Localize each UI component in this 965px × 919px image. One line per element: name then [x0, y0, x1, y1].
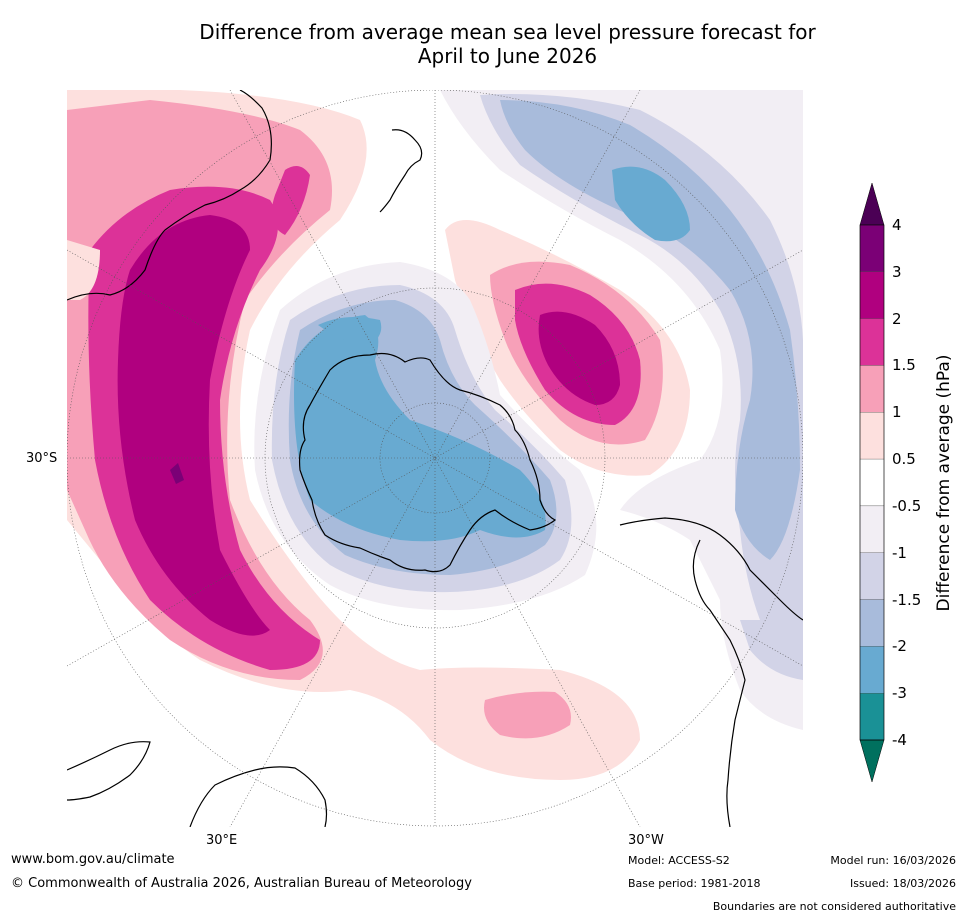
graticule	[67, 90, 803, 827]
colorbar-bin	[859, 505, 885, 553]
footer-base-period: Base period: 1981-2018	[628, 877, 761, 890]
footer-model: Model: ACCESS-S2	[628, 854, 730, 867]
colorbar-tick-label: -1	[892, 543, 907, 562]
colorbar-tick-label: 1.5	[892, 356, 916, 375]
colorbar-label: Difference from average (hPa)	[934, 354, 954, 612]
colorbar-overflow-high	[859, 182, 885, 226]
colorbar-bin	[859, 412, 885, 460]
colorbar-bin	[859, 646, 885, 694]
positive-anomaly-indian-ocean	[67, 90, 640, 780]
colorbar-tick-label: 2	[892, 309, 902, 328]
colorbar-bin	[859, 271, 885, 319]
longitude-label-30w: 30°W	[628, 833, 664, 848]
negative-anomaly-antarctica	[254, 262, 597, 611]
colorbar-tick-label: 0.5	[892, 450, 916, 469]
footer-disclaimer: Boundaries are not considered authoritat…	[712, 900, 956, 913]
colorbar-bin	[859, 693, 885, 741]
colorbar-overflow-low	[859, 739, 885, 783]
colorbar-bin	[859, 365, 885, 413]
colorbar-tick-label: -0.5	[892, 496, 922, 515]
title-line-2: April to June 2026	[417, 44, 598, 68]
colorbar-bin	[859, 224, 885, 272]
positive-anomaly-south-pacific	[445, 220, 690, 476]
colorbar-bin	[859, 318, 885, 366]
map-title: Difference from average mean sea level p…	[100, 20, 915, 68]
footer-url[interactable]: www.bom.gov.au/climate	[11, 852, 175, 867]
colorbar-bin	[859, 599, 885, 647]
colorbar	[859, 182, 885, 783]
title-line-1: Difference from average mean sea level p…	[199, 20, 816, 44]
colorbar-tick-label: -2	[892, 637, 907, 656]
latitude-label-30s: 30°S	[26, 451, 58, 466]
footer-model-run: Model run: 16/03/2026	[830, 854, 956, 867]
negative-anomaly-atlantic	[440, 90, 803, 730]
colorbar-tick-label: -4	[892, 731, 907, 749]
map-plot-area	[67, 90, 803, 827]
footer-issued: Issued: 18/03/2026	[849, 877, 956, 890]
colorbar-tick-label: -1.5	[892, 590, 922, 609]
colorbar-tick-label: 4	[892, 216, 902, 234]
colorbar-tick-label: -3	[892, 684, 907, 703]
coastlines	[67, 90, 803, 827]
footer-copyright: © Commonwealth of Australia 2026, Austra…	[11, 876, 472, 891]
colorbar-bin	[859, 552, 885, 600]
colorbar-tick-label: 3	[892, 262, 902, 281]
longitude-label-30e: 30°E	[206, 833, 238, 848]
colorbar-tick-label: 1	[892, 403, 902, 422]
colorbar-bin	[859, 458, 885, 507]
